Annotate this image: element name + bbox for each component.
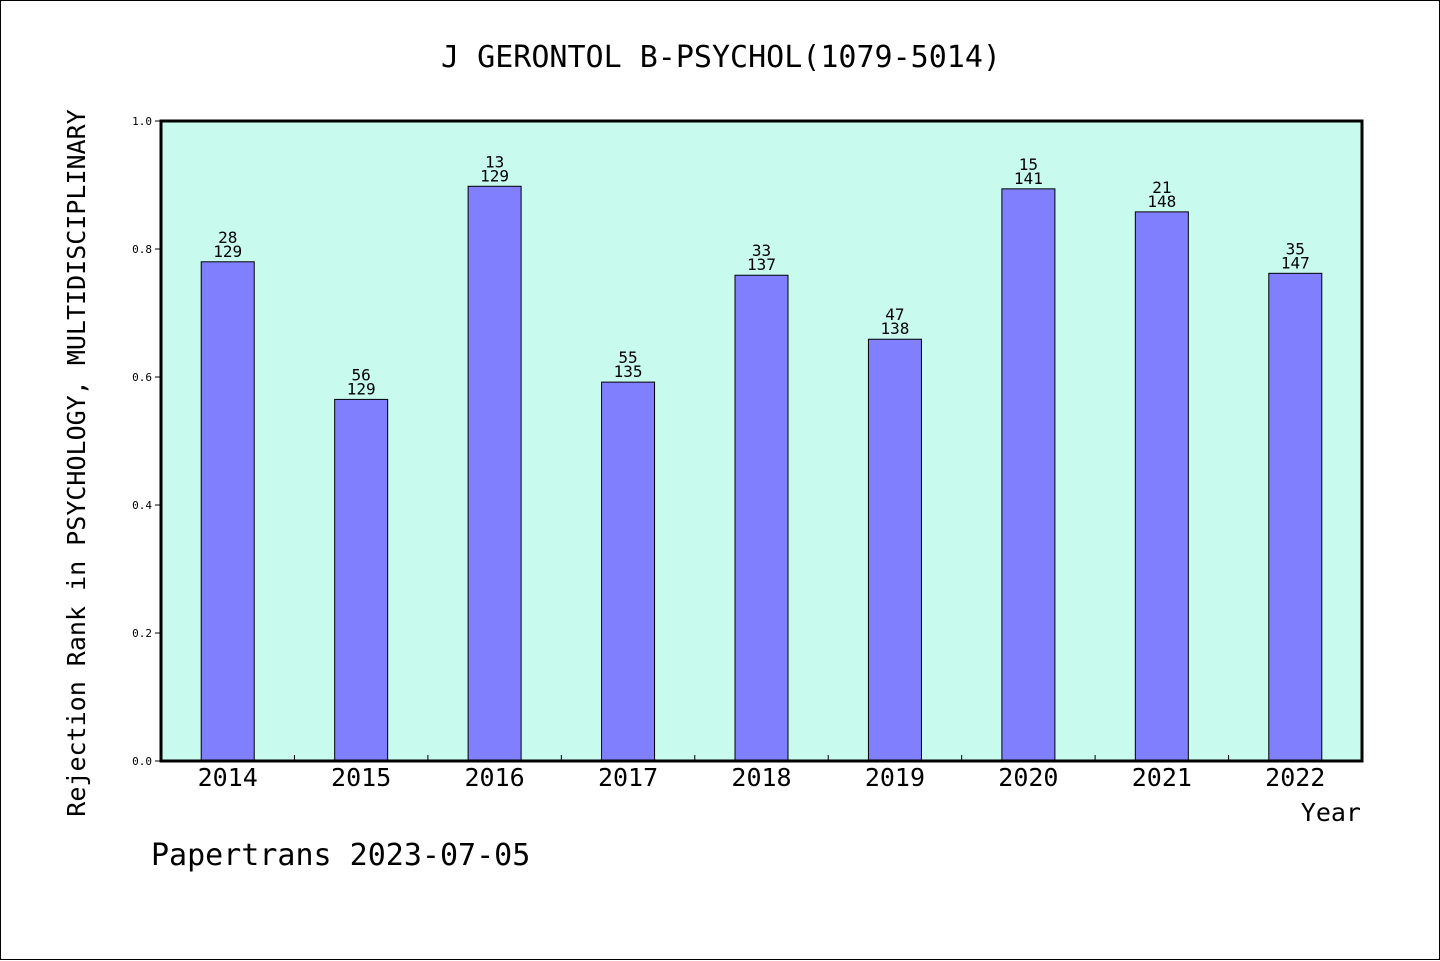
plot-border: [159, 119, 1364, 763]
y-tick-label: 0.4: [132, 499, 152, 512]
bar-2015: [334, 398, 389, 762]
y-axis-label: Rejection Rank in PSYCHOLOGY, MULTIDISCI…: [62, 109, 91, 816]
x-tick-label: 2017: [598, 763, 658, 792]
bar-label-bottom: 137: [747, 255, 776, 274]
bar-2014: [200, 261, 255, 762]
chart-title: J GERONTOL B-PSYCHOL(1079-5014): [441, 40, 1001, 75]
y-tick-label: 1.0: [132, 115, 152, 128]
bar-2021: [1134, 211, 1189, 762]
bar-2017: [601, 381, 656, 762]
bar-label-top: 35: [1286, 239, 1305, 258]
bar-label-top: 13: [485, 152, 504, 171]
bar-label-top: 47: [885, 305, 904, 324]
x-tick-label: 2020: [998, 763, 1058, 792]
bar-label-bottom: 135: [614, 362, 643, 381]
bar-label-top: 28: [218, 228, 237, 247]
bar-label-top: 21: [1152, 178, 1171, 197]
bar-label-top: 33: [752, 241, 771, 260]
bar-2019: [867, 338, 922, 762]
bar-group: [200, 185, 1323, 762]
x-tick-label: 2016: [465, 763, 525, 792]
bar-label-bottom: 141: [1014, 169, 1043, 188]
x-tick-label: 2022: [1265, 763, 1325, 792]
y-axis: 0.0 0.2 0.4 0.6 0.8 1.0: [132, 115, 161, 768]
bar-label-bottom: 129: [480, 166, 509, 185]
bar-2022: [1268, 272, 1323, 762]
bar-2018: [734, 274, 789, 762]
bar-label-bottom: 138: [880, 319, 909, 338]
bar-2020: [1001, 188, 1056, 762]
bar-label-bottom: 129: [213, 242, 242, 261]
x-axis-label: Year: [1301, 798, 1361, 827]
bar-label-top: 56: [352, 365, 371, 384]
y-tick-label: 0.2: [132, 627, 152, 640]
y-tick-label: 0.6: [132, 371, 152, 384]
x-tick-label: 2021: [1132, 763, 1192, 792]
bar-label-top: 15: [1019, 155, 1038, 174]
bar-label-bottom: 148: [1147, 192, 1176, 211]
bar-label-bottom: 147: [1281, 253, 1310, 272]
bar-2016: [467, 185, 522, 762]
x-axis: 2014 2015 2016 2017 2018 2019 2020 2021 2022: [198, 755, 1325, 792]
x-tick-label: 2015: [331, 763, 391, 792]
x-tick-label: 2018: [731, 763, 791, 792]
bar-label-top: 55: [618, 348, 637, 367]
footer-text: Papertrans 2023-07-05: [151, 838, 530, 873]
y-tick-label: 0.8: [132, 243, 152, 256]
x-tick-label: 2014: [198, 763, 258, 792]
x-tick-label: 2019: [865, 763, 925, 792]
y-tick-label: 0.0: [132, 755, 152, 768]
bar-label-bottom: 129: [347, 379, 376, 398]
